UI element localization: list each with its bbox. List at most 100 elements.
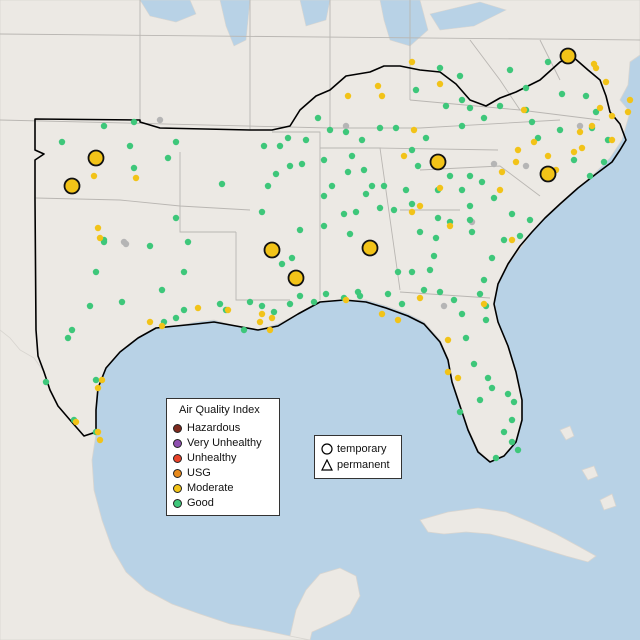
monitor-marker-moderate[interactable] [342,296,350,304]
monitor-marker-good[interactable] [492,454,500,462]
legend-item-unhealthy[interactable]: Unhealthy [173,451,237,465]
monitor-marker-good[interactable] [458,186,466,194]
monitor-marker-good[interactable] [246,298,254,306]
monitor-marker-good[interactable] [296,226,304,234]
monitor-marker-good[interactable] [504,390,512,398]
monitor-marker-good[interactable] [490,194,498,202]
monitor-marker-good[interactable] [258,302,266,310]
monitor-marker-no-data[interactable] [342,122,350,130]
monitor-marker-good[interactable] [500,428,508,436]
monitor-marker-good[interactable] [600,158,608,166]
monitor-marker-good[interactable] [450,296,458,304]
monitor-marker-good[interactable] [272,170,280,178]
monitor-marker-good[interactable] [414,162,422,170]
monitor-marker-moderate-large[interactable] [263,241,281,259]
monitor-marker-no-data[interactable] [440,302,448,310]
monitor-marker-good[interactable] [346,230,354,238]
monitor-marker-good[interactable] [92,268,100,276]
monitor-marker-moderate[interactable] [608,136,616,144]
legend-item-temporary[interactable]: temporary [321,441,387,457]
monitor-marker-moderate[interactable] [268,314,276,322]
monitor-marker-moderate[interactable] [508,236,516,244]
monitor-marker-good[interactable] [458,122,466,130]
monitor-marker-good[interactable] [420,286,428,294]
monitor-marker-good[interactable] [158,286,166,294]
monitor-marker-good[interactable] [526,216,534,224]
monitor-marker-good[interactable] [398,300,406,308]
monitor-marker-good[interactable] [342,128,350,136]
monitor-marker-good[interactable] [426,266,434,274]
monitor-marker-good[interactable] [456,408,464,416]
monitor-marker-moderate[interactable] [96,234,104,242]
monitor-marker-good[interactable] [466,216,474,224]
monitor-marker-moderate[interactable] [146,318,154,326]
monitor-marker-good[interactable] [286,300,294,308]
monitor-marker-good[interactable] [466,104,474,112]
monitor-marker-moderate[interactable] [408,208,416,216]
monitor-marker-moderate[interactable] [378,310,386,318]
monitor-marker-moderate[interactable] [444,336,452,344]
monitor-marker-good[interactable] [592,108,600,116]
monitor-marker-moderate[interactable] [90,172,98,180]
monitor-marker-good[interactable] [362,190,370,198]
monitor-marker-good[interactable] [508,210,516,218]
monitor-marker-good[interactable] [392,124,400,132]
monitor-marker-good[interactable] [320,192,328,200]
monitor-marker-good[interactable] [352,208,360,216]
monitor-marker-good[interactable] [384,290,392,298]
monitor-marker-good[interactable] [432,234,440,242]
monitor-marker-good[interactable] [284,134,292,142]
monitor-marker-moderate[interactable] [514,146,522,154]
monitor-marker-good[interactable] [130,118,138,126]
monitor-marker-good[interactable] [328,182,336,190]
monitor-marker-moderate[interactable] [444,368,452,376]
monitor-marker-good[interactable] [146,242,154,250]
monitor-marker-moderate[interactable] [96,436,104,444]
monitor-marker-good[interactable] [380,182,388,190]
monitor-marker-no-data[interactable] [522,162,530,170]
monitor-marker-good[interactable] [360,166,368,174]
legend-item-moderate[interactable]: Moderate [173,481,233,495]
monitor-marker-good[interactable] [462,334,470,342]
monitor-marker-good[interactable] [496,102,504,110]
monitor-marker-good[interactable] [270,308,278,316]
monitor-marker-good[interactable] [180,306,188,314]
monitor-marker-good[interactable] [456,72,464,80]
monitor-marker-moderate[interactable] [624,108,632,116]
monitor-marker-moderate[interactable] [256,318,264,326]
monitor-marker-good[interactable] [314,114,322,122]
monitor-marker-good[interactable] [436,64,444,72]
monitor-marker-good[interactable] [298,160,306,168]
monitor-marker-good[interactable] [402,186,410,194]
monitor-marker-good[interactable] [412,86,420,94]
legend-item-hazardous[interactable]: Hazardous [173,421,240,435]
monitor-marker-good[interactable] [488,254,496,262]
monitor-marker-moderate[interactable] [132,174,140,182]
monitor-marker-good[interactable] [184,238,192,246]
monitor-marker-moderate[interactable] [602,78,610,86]
monitor-marker-no-data[interactable] [156,116,164,124]
monitor-marker-moderate-large[interactable] [87,149,105,167]
monitor-marker-good[interactable] [458,96,466,104]
monitor-marker-good[interactable] [296,292,304,300]
monitor-marker-good[interactable] [344,168,352,176]
monitor-marker-moderate[interactable] [194,304,202,312]
monitor-marker-good[interactable] [442,102,450,110]
monitor-marker-good[interactable] [586,172,594,180]
monitor-marker-good[interactable] [126,142,134,150]
monitor-marker-good[interactable] [164,154,172,162]
monitor-marker-good[interactable] [422,134,430,142]
monitor-marker-good[interactable] [508,438,516,446]
monitor-marker-good[interactable] [408,268,416,276]
monitor-marker-good[interactable] [172,138,180,146]
monitor-marker-good[interactable] [468,228,476,236]
monitor-marker-moderate-large[interactable] [361,239,379,257]
monitor-marker-good[interactable] [408,146,416,154]
monitor-marker-good[interactable] [466,202,474,210]
monitor-marker-good[interactable] [436,288,444,296]
monitor-marker-moderate[interactable] [588,122,596,130]
monitor-marker-good[interactable] [508,416,516,424]
monitor-marker-good[interactable] [480,276,488,284]
monitor-marker-good[interactable] [570,156,578,164]
monitor-marker-good[interactable] [408,200,416,208]
